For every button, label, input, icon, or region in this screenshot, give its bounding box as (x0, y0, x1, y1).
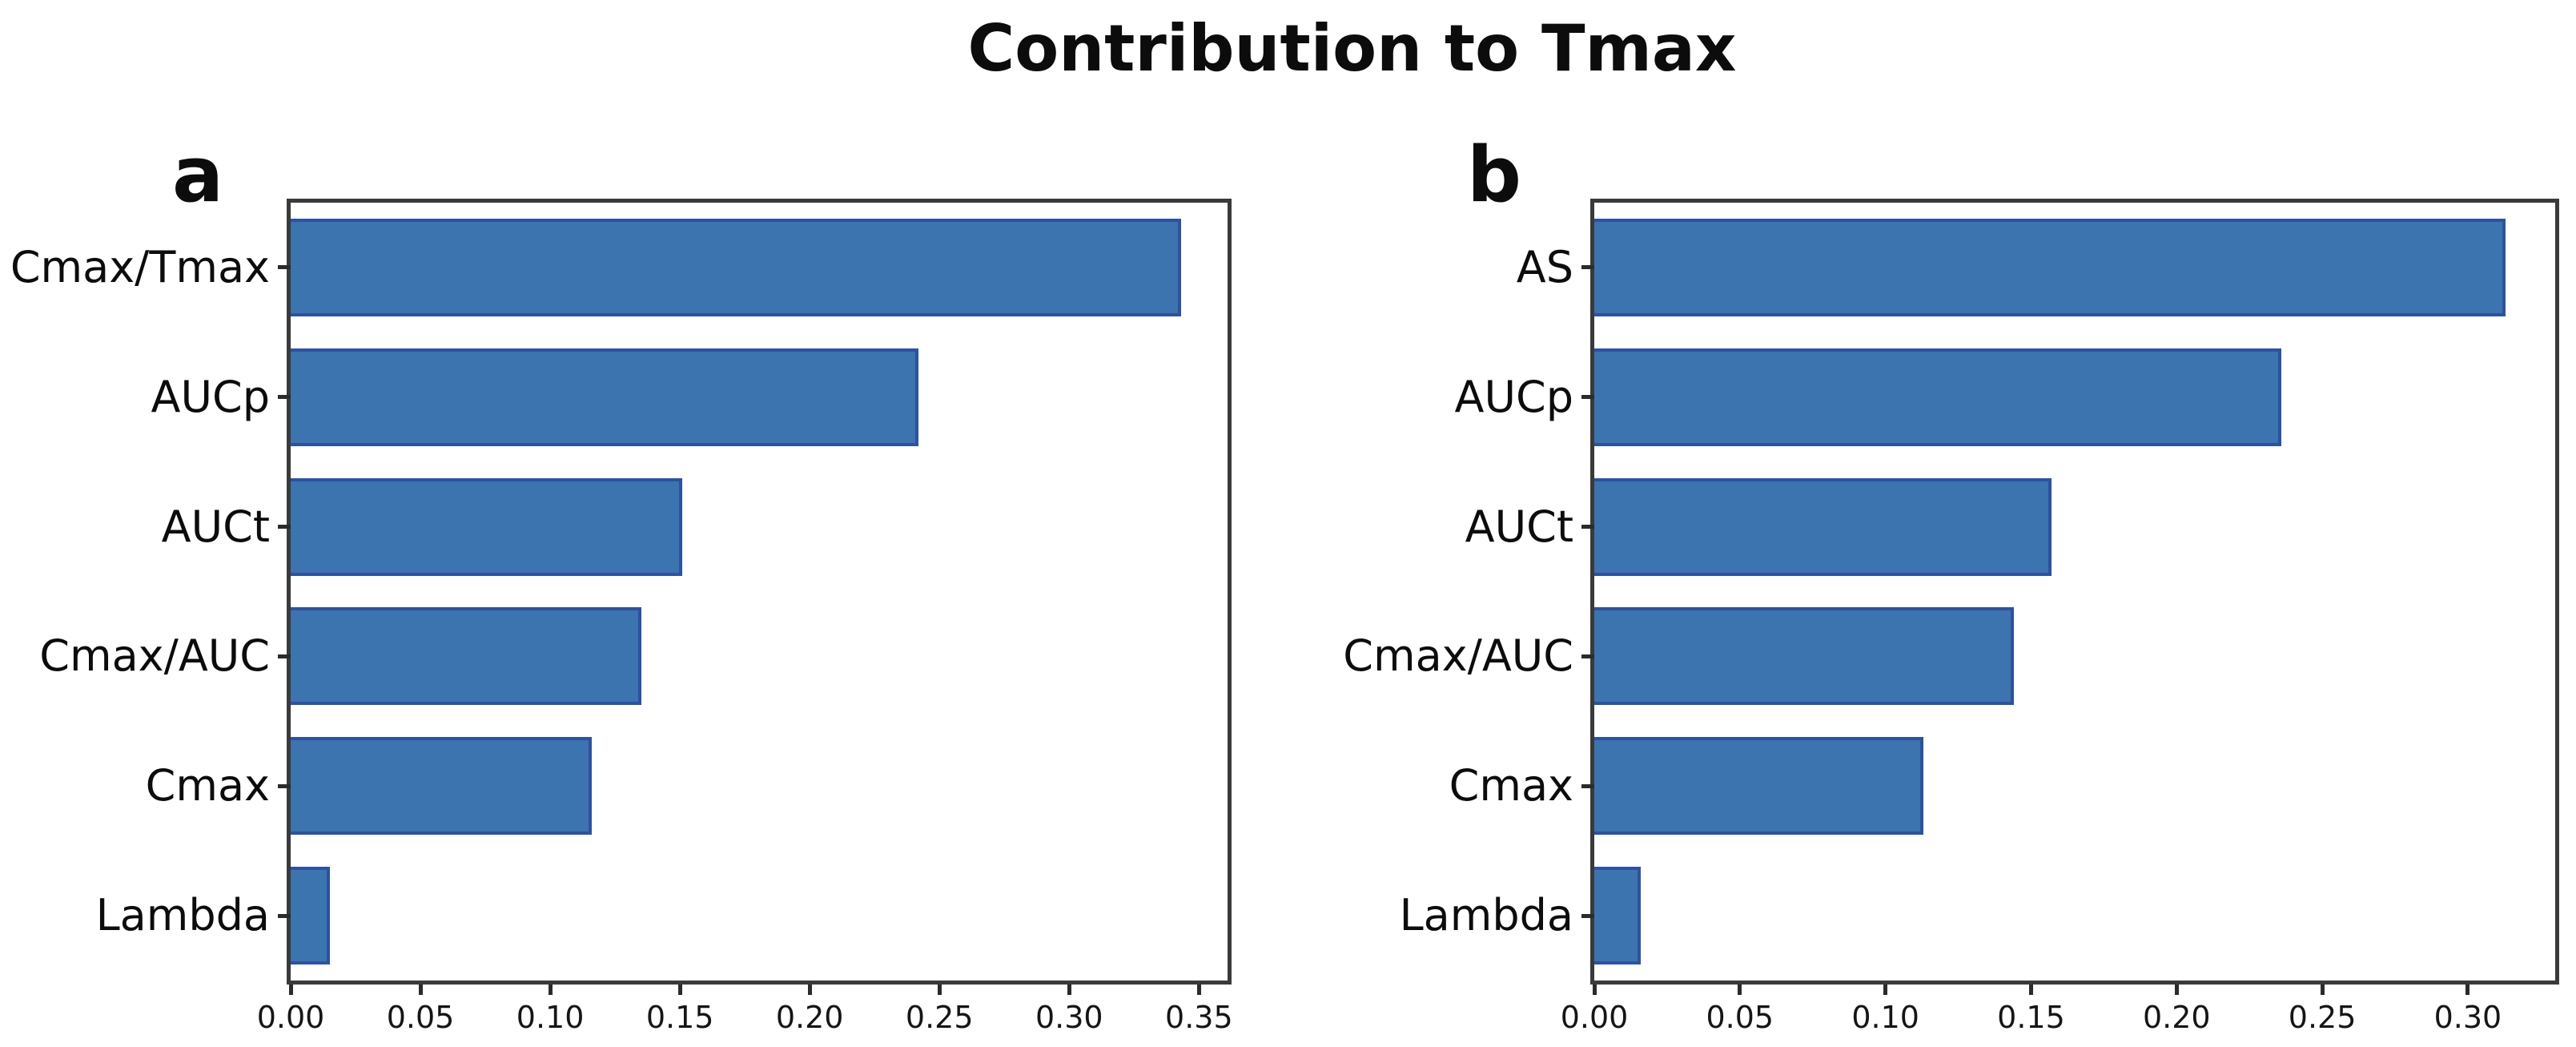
y-tick-label-aucp: AUCp (1454, 371, 1573, 422)
x-tick (1883, 985, 1888, 995)
bar-auct (1594, 477, 2052, 576)
y-tick (1581, 783, 1594, 788)
y-tick (278, 395, 291, 400)
y-tick (278, 913, 291, 918)
y-tick (1581, 913, 1594, 918)
x-tick-label: 0.30 (2433, 1000, 2502, 1035)
y-tick (1581, 265, 1594, 270)
y-tick-label-cmax: Cmax (145, 760, 270, 811)
y-tick-label-cmax: Cmax (1449, 760, 1573, 811)
bar-auct (291, 477, 683, 576)
y-tick-label-cmax-auc: Cmax/AUC (1343, 630, 1573, 682)
bar-cmax-auc (1594, 607, 2014, 706)
panel-b-letter: b (1467, 131, 1522, 219)
y-tick (1581, 525, 1594, 530)
y-tick-label-lambda: Lambda (1399, 890, 1573, 941)
x-tick (288, 985, 293, 995)
y-tick (278, 654, 291, 658)
bar-lambda (1594, 867, 1642, 965)
x-tick-label: 0.35 (1165, 1000, 1233, 1035)
x-tick (2174, 985, 2179, 995)
y-tick (1581, 654, 1594, 658)
x-tick (418, 985, 423, 995)
y-tick (278, 525, 291, 530)
x-tick (2465, 985, 2470, 995)
bar-aucp (1594, 348, 2282, 446)
figure-title: Contribution to Tmax (967, 11, 1737, 86)
x-tick-label: 0.30 (1035, 1000, 1103, 1035)
bar-cmax-tmax (291, 218, 1181, 316)
x-tick (807, 985, 812, 995)
x-tick-label: 0.15 (1997, 1000, 2065, 1035)
x-tick (937, 985, 942, 995)
bar-as (1594, 218, 2506, 316)
y-tick-label-auct: AUCt (1465, 501, 1573, 552)
x-tick-label: 0.00 (256, 1000, 325, 1035)
x-tick-label: 0.20 (775, 1000, 844, 1035)
x-tick (548, 985, 553, 995)
bar-aucp (291, 348, 919, 446)
x-tick-label: 0.00 (1560, 1000, 1629, 1035)
y-tick-label-auct: AUCt (161, 501, 270, 552)
panel-a-letter: a (172, 131, 224, 219)
y-tick-label-as: AS (1516, 241, 1573, 292)
x-tick-label: 0.25 (2288, 1000, 2357, 1035)
y-tick-label-aucp: AUCp (151, 371, 270, 422)
bar-cmax (291, 737, 592, 836)
y-tick-label-cmax-auc: Cmax/AUC (39, 630, 270, 682)
x-tick (677, 985, 682, 995)
x-tick-label: 0.10 (1851, 1000, 1919, 1035)
plot-area-b: AS AUCp AUCt Cmax/AUC Cmax Lambda 0.00 0.05 0.10… (1343, 199, 2559, 1035)
y-tick-label-lambda: Lambda (95, 890, 270, 941)
y-tick (278, 265, 291, 270)
x-tick (2320, 985, 2325, 995)
x-tick-label: 0.20 (2142, 1000, 2211, 1035)
x-tick-label: 0.05 (386, 1000, 455, 1035)
plot-area-a: Cmax/Tmax AUCp AUCt Cmax/AUC Cmax Lambda 0.00 0… (10, 199, 1233, 1035)
x-tick (2028, 985, 2033, 995)
bar-lambda (291, 867, 330, 965)
y-tick (278, 783, 291, 788)
x-tick-label: 0.25 (905, 1000, 974, 1035)
bar-cmax (1594, 737, 1923, 836)
x-tick-label: 0.10 (516, 1000, 585, 1035)
x-tick-label: 0.15 (645, 1000, 714, 1035)
x-tick (1067, 985, 1071, 995)
x-tick (1592, 985, 1597, 995)
y-tick-label-cmax-tmax: Cmax/Tmax (10, 241, 270, 292)
y-tick (1581, 395, 1594, 400)
x-tick (1196, 985, 1201, 995)
x-tick (1738, 985, 1742, 995)
bar-cmax-auc (291, 607, 641, 706)
x-tick-label: 0.05 (1706, 1000, 1774, 1035)
